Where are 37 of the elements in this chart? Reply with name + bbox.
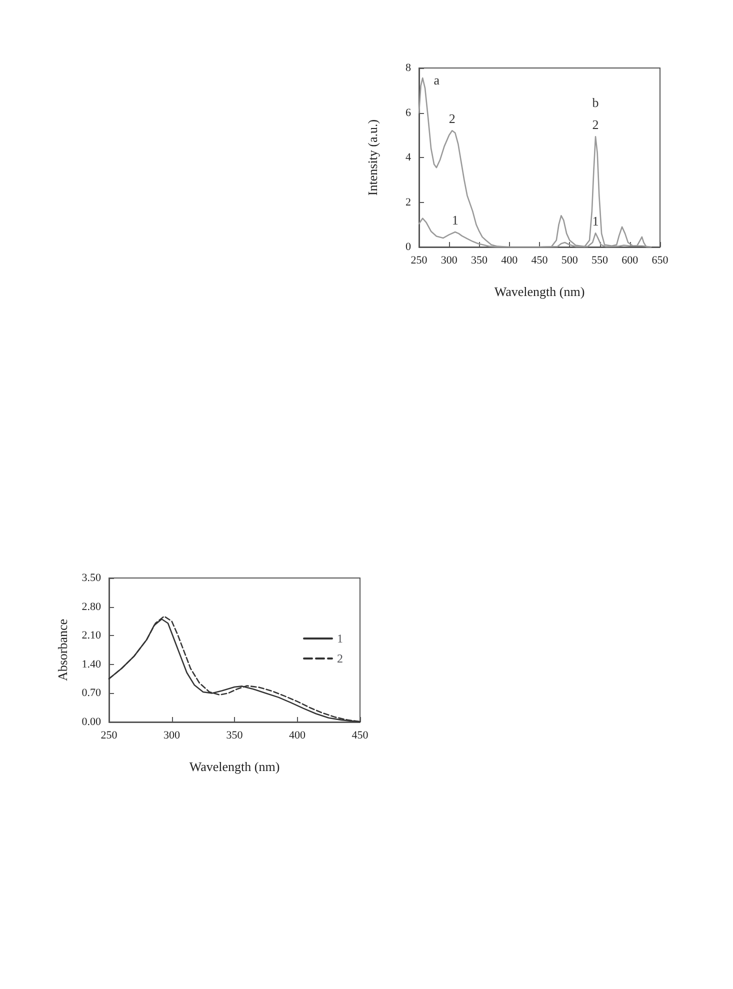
y-tick-label: 1.40 (82, 658, 102, 670)
y-tick-label: 4 (406, 152, 412, 164)
annotation: 2 (448, 111, 456, 126)
x-tick-label: 600 (622, 254, 639, 266)
x-tick-label: 350 (226, 730, 244, 742)
annotation: b (592, 95, 599, 110)
x-tick-label: 250 (410, 254, 428, 266)
x-tick-label: 300 (440, 254, 458, 266)
y-axis-title: Intensity (a.u.) (365, 119, 380, 196)
x-tick-label: 250 (100, 730, 118, 742)
y-tick-label: 3.50 (82, 572, 102, 584)
y-tick-label: 0.70 (82, 687, 102, 700)
x-tick-label: 400 (289, 730, 306, 742)
x-tick-label: 500 (561, 254, 578, 266)
y-tick-label: 0.00 (82, 716, 102, 728)
x-tick-label: 450 (531, 254, 548, 266)
annotation: 1 (452, 212, 458, 228)
y-axis-title: Absorbance (55, 618, 70, 682)
y-tick-label: 2 (406, 196, 411, 208)
y-tick-label: 2.10 (82, 630, 102, 642)
x-tick-label: 650 (652, 254, 669, 266)
annotation: a (434, 72, 440, 88)
x-axis-title: Wavelength (nm) (189, 759, 280, 774)
x-tick-label: 350 (471, 254, 488, 266)
legend-label: 2 (337, 652, 343, 666)
annotation: 1 (592, 214, 599, 229)
y-tick-label: 0 (406, 241, 412, 253)
x-tick-label: 300 (164, 730, 180, 742)
legend-label: 1 (337, 632, 343, 646)
annotation: 2 (592, 117, 599, 132)
x-tick-label: 550 (592, 254, 608, 266)
y-tick-label: 2.80 (82, 600, 102, 613)
x-axis-title: Wavelength (nm) (494, 284, 585, 299)
x-tick-label: 400 (501, 254, 518, 266)
y-tick-label: 8 (406, 62, 412, 74)
y-tick-label: 6 (406, 106, 412, 119)
x-tick-label: 450 (352, 730, 369, 742)
